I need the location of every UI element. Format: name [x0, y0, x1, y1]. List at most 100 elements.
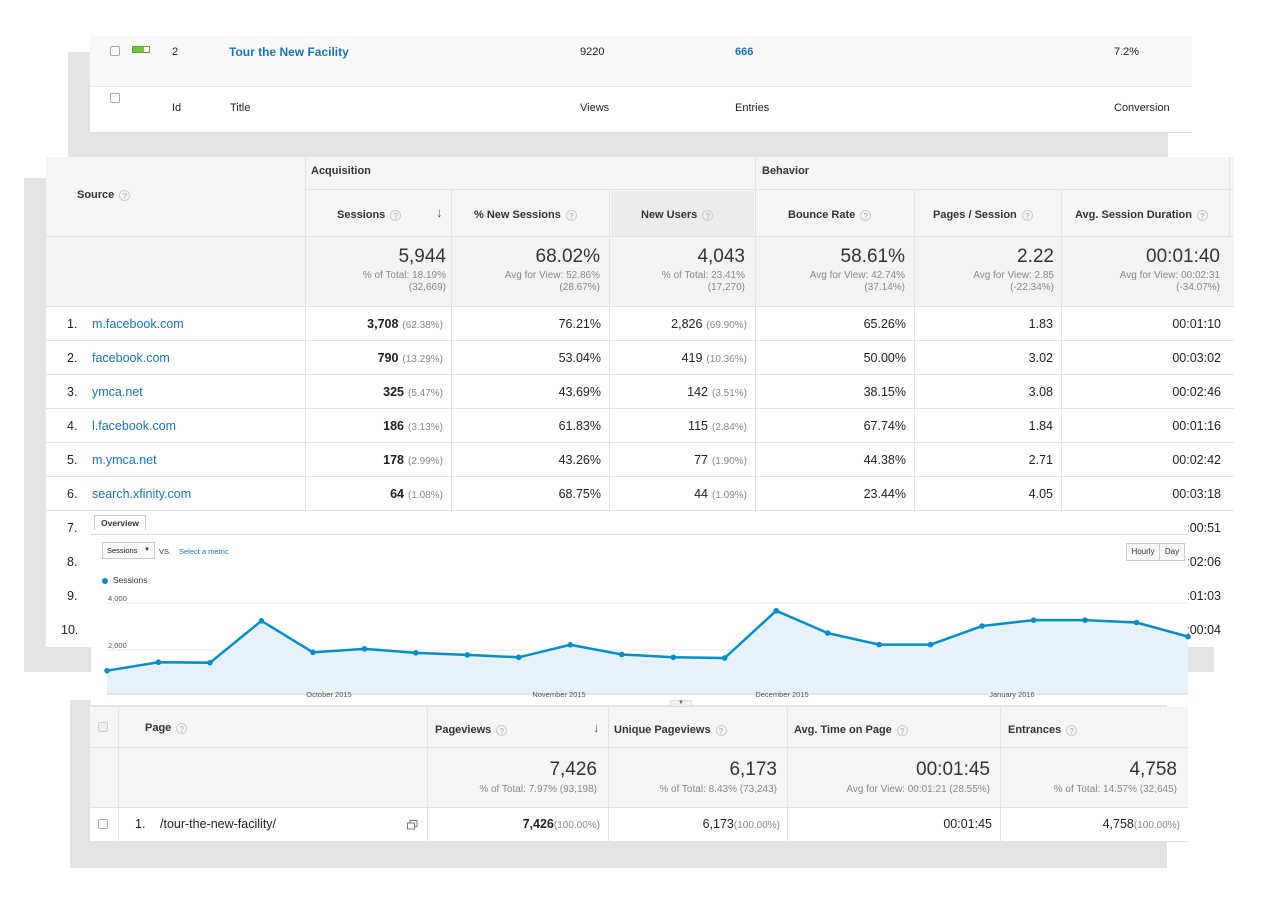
- row-number: 2.: [67, 351, 78, 365]
- source-link[interactable]: m.ymca.net: [92, 453, 157, 467]
- open-external-icon[interactable]: [407, 817, 418, 830]
- data-point[interactable]: [207, 659, 213, 666]
- total-pages-session-line2: (-22.34%): [1010, 282, 1054, 293]
- header-conversion[interactable]: Conversion: [1114, 102, 1170, 114]
- help-icon[interactable]: ?: [896, 724, 908, 736]
- total-new-sessions: 68.02%: [535, 246, 600, 267]
- avg-session-duration-column-header[interactable]: Avg. Session Duration?: [1075, 209, 1208, 221]
- bounce-rate-column-header[interactable]: Bounce Rate?: [788, 209, 872, 221]
- chart-resize-handle[interactable]: ▼: [670, 700, 692, 707]
- help-icon[interactable]: ?: [702, 209, 714, 221]
- header-id[interactable]: Id: [172, 102, 182, 114]
- row-number: 6.: [67, 487, 78, 501]
- source-link[interactable]: m.facebook.com: [92, 317, 184, 331]
- data-point[interactable]: [310, 649, 316, 656]
- pageviews-column-header[interactable]: Pageviews?: [435, 724, 508, 736]
- x-tick-label: October 2015: [306, 690, 351, 699]
- sessions-column-header[interactable]: Sessions?: [337, 209, 402, 221]
- new-users-column-header[interactable]: New Users?: [641, 209, 714, 221]
- data-point[interactable]: [1185, 633, 1191, 640]
- row-sessions: 186 (3.13%): [383, 419, 443, 433]
- data-point[interactable]: [876, 641, 882, 648]
- select-metric-link[interactable]: Select a metric: [179, 547, 229, 556]
- data-point[interactable]: [464, 652, 471, 658]
- row-avg-session-duration: 00:03:18: [1172, 487, 1221, 501]
- source-header[interactable]: Source?: [77, 189, 131, 201]
- row-bounce-rate: 44.38%: [863, 453, 906, 467]
- data-point[interactable]: [413, 650, 419, 656]
- data-point[interactable]: [104, 667, 110, 674]
- data-point[interactable]: [773, 607, 779, 614]
- data-point[interactable]: [1082, 617, 1088, 623]
- entrances-column-header[interactable]: Entrances?: [1008, 724, 1078, 736]
- data-point[interactable]: [516, 654, 522, 661]
- row-new-users: 2,826 (69.90%): [671, 317, 747, 331]
- data-point[interactable]: [567, 642, 574, 648]
- data-point[interactable]: [670, 654, 677, 661]
- row-title-link[interactable]: Tour the New Facility: [229, 45, 349, 59]
- data-point[interactable]: [927, 641, 934, 648]
- sort-down-arrow-icon[interactable]: ↓: [593, 720, 600, 735]
- help-icon[interactable]: ?: [1021, 209, 1033, 221]
- help-icon[interactable]: ?: [860, 209, 872, 221]
- row-new-sessions: 43.26%: [558, 453, 601, 467]
- total-entrances-sub: % of Total: 14.57% (32,645): [1053, 784, 1177, 795]
- row-checkbox[interactable]: [110, 46, 120, 56]
- data-point[interactable]: [258, 618, 265, 624]
- help-icon[interactable]: ?: [496, 724, 508, 736]
- metric-select-dropdown[interactable]: Sessions ▼: [102, 542, 155, 559]
- data-point[interactable]: [618, 651, 625, 658]
- row-sessions: 3,708 (62.38%): [367, 317, 443, 331]
- help-icon[interactable]: ?: [176, 722, 188, 734]
- row-avg-session-duration: :00:51: [1186, 521, 1221, 535]
- source-link[interactable]: ymca.net: [92, 385, 143, 399]
- chevron-down-icon: ▼: [144, 547, 150, 553]
- source-link[interactable]: search.xfinity.com: [92, 487, 192, 501]
- total-bounce-rate-line1: Avg for View: 42.74%: [809, 270, 905, 281]
- source-link[interactable]: facebook.com: [92, 351, 170, 365]
- row-checkbox[interactable]: [98, 819, 108, 829]
- avg-time-on-page-column-header[interactable]: Avg. Time on Page?: [794, 724, 908, 736]
- select-all-checkbox[interactable]: [98, 722, 108, 732]
- total-sessions-line2: (32,669): [408, 282, 446, 293]
- data-point[interactable]: [824, 630, 831, 636]
- row-pages-session: 1.84: [1028, 419, 1053, 433]
- help-icon[interactable]: ?: [1196, 209, 1208, 221]
- day-button[interactable]: Day: [1159, 543, 1185, 561]
- data-point[interactable]: [979, 623, 985, 629]
- help-icon[interactable]: ?: [715, 724, 727, 736]
- page-path-link[interactable]: /tour-the-new-facility/: [160, 817, 277, 831]
- help-icon[interactable]: ?: [390, 209, 402, 221]
- data-point[interactable]: [1030, 617, 1037, 623]
- row-bounce-rate: 50.00%: [863, 351, 906, 365]
- new-sessions-column-header[interactable]: % New Sessions?: [474, 209, 577, 221]
- help-icon[interactable]: ?: [1066, 724, 1078, 736]
- overview-tab[interactable]: Overview: [94, 515, 146, 530]
- row-new-sessions: 43.69%: [558, 385, 601, 399]
- pages-session-column-header[interactable]: Pages / Session?: [933, 209, 1033, 221]
- select-all-checkbox[interactable]: [110, 93, 120, 103]
- unique-pageviews-column-header[interactable]: Unique Pageviews?: [614, 724, 727, 736]
- data-point[interactable]: [721, 655, 728, 661]
- data-point[interactable]: [155, 659, 162, 666]
- total-avg-time-sub: Avg for View: 00:01:21 (28.55%): [846, 784, 990, 795]
- help-icon[interactable]: ?: [565, 209, 577, 221]
- header-entries[interactable]: Entries: [735, 102, 770, 114]
- total-pages-session-line1: Avg for View: 2.85: [973, 270, 1054, 281]
- data-point[interactable]: [361, 646, 368, 652]
- row-unique-pageviews: 6,173(100.00%): [702, 817, 780, 831]
- row-avg-session-duration: 00:01:16: [1172, 419, 1221, 433]
- header-views[interactable]: Views: [580, 102, 610, 114]
- row-entries-link[interactable]: 666: [735, 46, 754, 58]
- sessions-series-line: [106, 609, 1189, 672]
- row-avg-session-duration: :02:06: [1186, 555, 1221, 569]
- page-column-header[interactable]: Page?: [145, 722, 188, 734]
- row-number: 10.: [61, 623, 79, 637]
- row-sessions: 64 (1.08%): [390, 487, 443, 501]
- data-point[interactable]: [1133, 619, 1140, 626]
- source-link[interactable]: l.facebook.com: [92, 419, 177, 433]
- help-icon[interactable]: ?: [119, 189, 131, 201]
- sort-down-arrow-icon[interactable]: ↓: [436, 205, 443, 220]
- row-views: 9220: [580, 46, 605, 58]
- header-title[interactable]: Title: [230, 102, 251, 114]
